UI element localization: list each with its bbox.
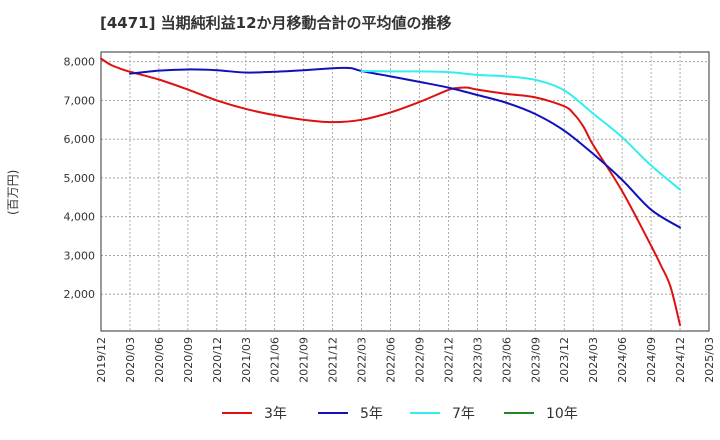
series-line-1 — [128, 66, 682, 229]
x-tick-label: 2020/09 — [182, 337, 195, 383]
y-tick-label: 5,000 — [64, 172, 96, 185]
x-tick-label: 2021/09 — [298, 337, 311, 383]
x-tick-label: 2022/12 — [442, 337, 455, 383]
x-tick-label: 2021/06 — [269, 337, 282, 383]
legend-label-2: 7年 — [452, 406, 475, 422]
y-tick-label: 4,000 — [64, 211, 96, 224]
x-tick-label: 2025/03 — [703, 337, 716, 383]
legend-label-1: 5年 — [360, 406, 383, 422]
x-tick-label: 2020/06 — [153, 337, 166, 383]
y-tick-label: 8,000 — [64, 56, 96, 69]
x-tick-label: 2023/06 — [500, 337, 513, 383]
x-tick-label: 2021/03 — [240, 337, 253, 383]
x-tick-label: 2020/12 — [211, 337, 224, 383]
x-tick-label: 2023/03 — [471, 337, 484, 383]
x-tick-label: 2021/12 — [327, 337, 340, 383]
x-tick-label: 2024/03 — [587, 337, 600, 383]
legend-label-3: 10年 — [546, 406, 578, 422]
x-tick-label: 2022/03 — [356, 337, 369, 383]
y-tick-label: 3,000 — [64, 249, 96, 262]
y-tick-label: 2,000 — [64, 288, 96, 301]
chart-title: [4471] 当期純利益12か月移動合計の平均値の推移 — [100, 14, 452, 32]
legend-label-0: 3年 — [264, 406, 287, 422]
x-tick-label: 2023/12 — [558, 337, 571, 383]
plot-frame — [100, 51, 710, 332]
y-tick-label: 7,000 — [64, 94, 96, 107]
x-tick-label: 2022/06 — [385, 337, 398, 383]
x-tick-label: 2024/09 — [645, 337, 658, 383]
series-line-0 — [100, 57, 682, 327]
x-tick-label: 2024/12 — [674, 337, 687, 383]
x-tick-label: 2024/06 — [616, 337, 629, 383]
y-tick-label: 6,000 — [64, 133, 96, 146]
x-tick-label: 2022/09 — [413, 337, 426, 383]
x-tick-label: 2023/09 — [529, 337, 542, 383]
series-line-2 — [360, 69, 682, 191]
x-tick-label: 2020/03 — [124, 337, 137, 383]
x-tick-label: 2019/12 — [95, 337, 108, 383]
